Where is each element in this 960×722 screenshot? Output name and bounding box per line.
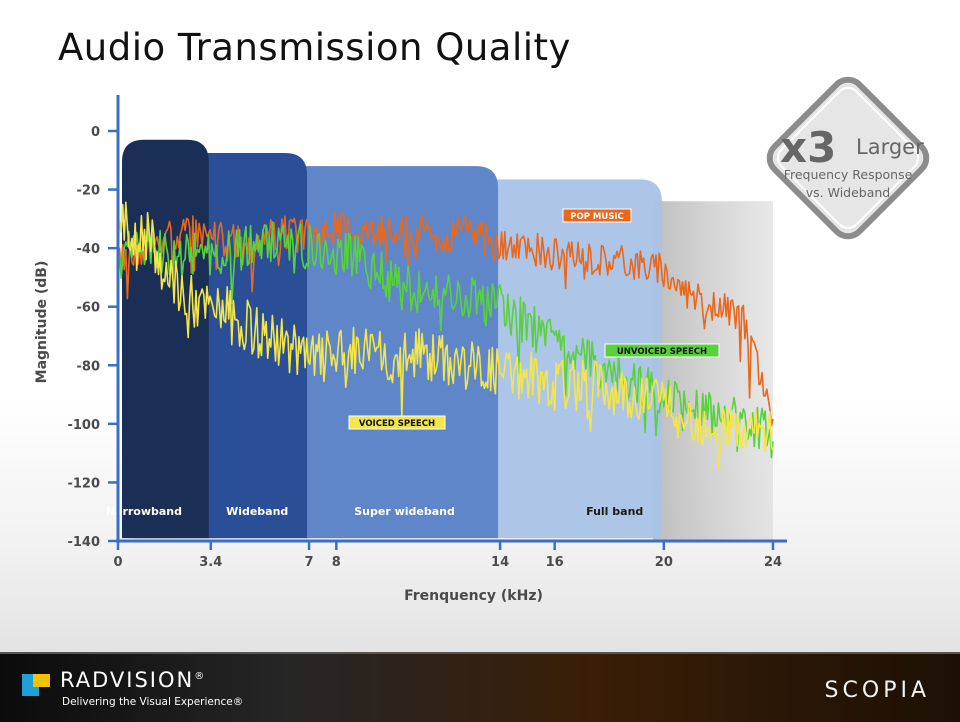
x-tick-label: 3.4: [199, 555, 222, 570]
band-label: Full band: [586, 505, 643, 518]
product-name: SCOPIA: [824, 678, 930, 703]
y-tick-label: -120: [67, 476, 100, 491]
series-line-unvoiced-speech: [117, 221, 774, 459]
brand-tagline: Delivering the Visual Experience®: [62, 696, 244, 708]
band-narrowband: [122, 139, 209, 539]
y-tick-label: -60: [77, 301, 101, 316]
radvision-logo-icon: [22, 674, 50, 696]
brand-name: RADVISION®: [60, 668, 207, 692]
x-tick-label: 7: [305, 555, 314, 570]
footer-bar: RADVISION® Delivering the Visual Experie…: [0, 652, 960, 722]
badge-big: x3: [780, 123, 836, 172]
x-tick-label: 20: [655, 555, 673, 570]
x-tick-label: 0: [113, 555, 122, 570]
band-label: Wideband: [226, 505, 288, 518]
series-tag-background: [604, 343, 720, 358]
band-label: Super wideband: [354, 505, 455, 518]
y-tick-label: -40: [77, 242, 101, 257]
x-tick-label: 8: [332, 555, 341, 570]
band-regions: [122, 139, 662, 539]
series-tag-background: [562, 208, 632, 223]
x-tick-label: 16: [546, 555, 564, 570]
y-tick-label: 0: [91, 125, 100, 140]
x-axis-label: Frenquency (kHz): [404, 588, 543, 604]
series-line-pop-music: [117, 211, 774, 427]
frequency-response-chart: POP MUSIC UNVOICED SPEECH VOICED SPEECH Na…: [34, 95, 787, 604]
series-lines: [117, 201, 774, 470]
page-title: Audio Transmission Quality: [58, 26, 571, 69]
badge-word: Larger: [856, 135, 924, 159]
axes: 0 -20 -40 -60 -80 -100 -120 -140 0 3.4 7 8 14 16 20 24 F…: [34, 95, 787, 604]
series-tag-unvoiced-speech: UNVOICED SPEECH: [604, 343, 720, 358]
series-line-voiced-speech: [117, 201, 774, 470]
series-tag-text: POP MUSIC: [570, 212, 624, 222]
y-tick-label: -20: [77, 184, 101, 199]
badge-line2: vs. Wideband: [806, 185, 891, 200]
y-axis-label: Magnitude (dB): [34, 261, 50, 384]
y-tick-label: -80: [77, 359, 101, 374]
series-tag-pop-music: POP MUSIC: [562, 208, 632, 223]
y-tick-label: -140: [67, 535, 100, 550]
badge-line1: Frequency Response: [784, 167, 913, 182]
series-tag-text: UNVOICED SPEECH: [617, 347, 707, 357]
x3-badge: x3 Larger Frequency Response vs. Wideban…: [766, 76, 930, 240]
x-tick-label: 14: [491, 555, 509, 570]
band-label: Narrowband: [106, 505, 182, 518]
series-tag-text: VOICED SPEECH: [359, 419, 435, 429]
series-labels: POP MUSIC UNVOICED SPEECH VOICED SPEECH: [348, 208, 720, 430]
y-tick-label: -100: [67, 418, 100, 433]
band-labels: Narrowband Wideband Super wideband Full ban…: [106, 505, 643, 518]
series-tag-background: [348, 415, 446, 430]
x-tick-label: 24: [764, 555, 782, 570]
series-tag-voiced-speech: VOICED SPEECH: [348, 415, 446, 430]
